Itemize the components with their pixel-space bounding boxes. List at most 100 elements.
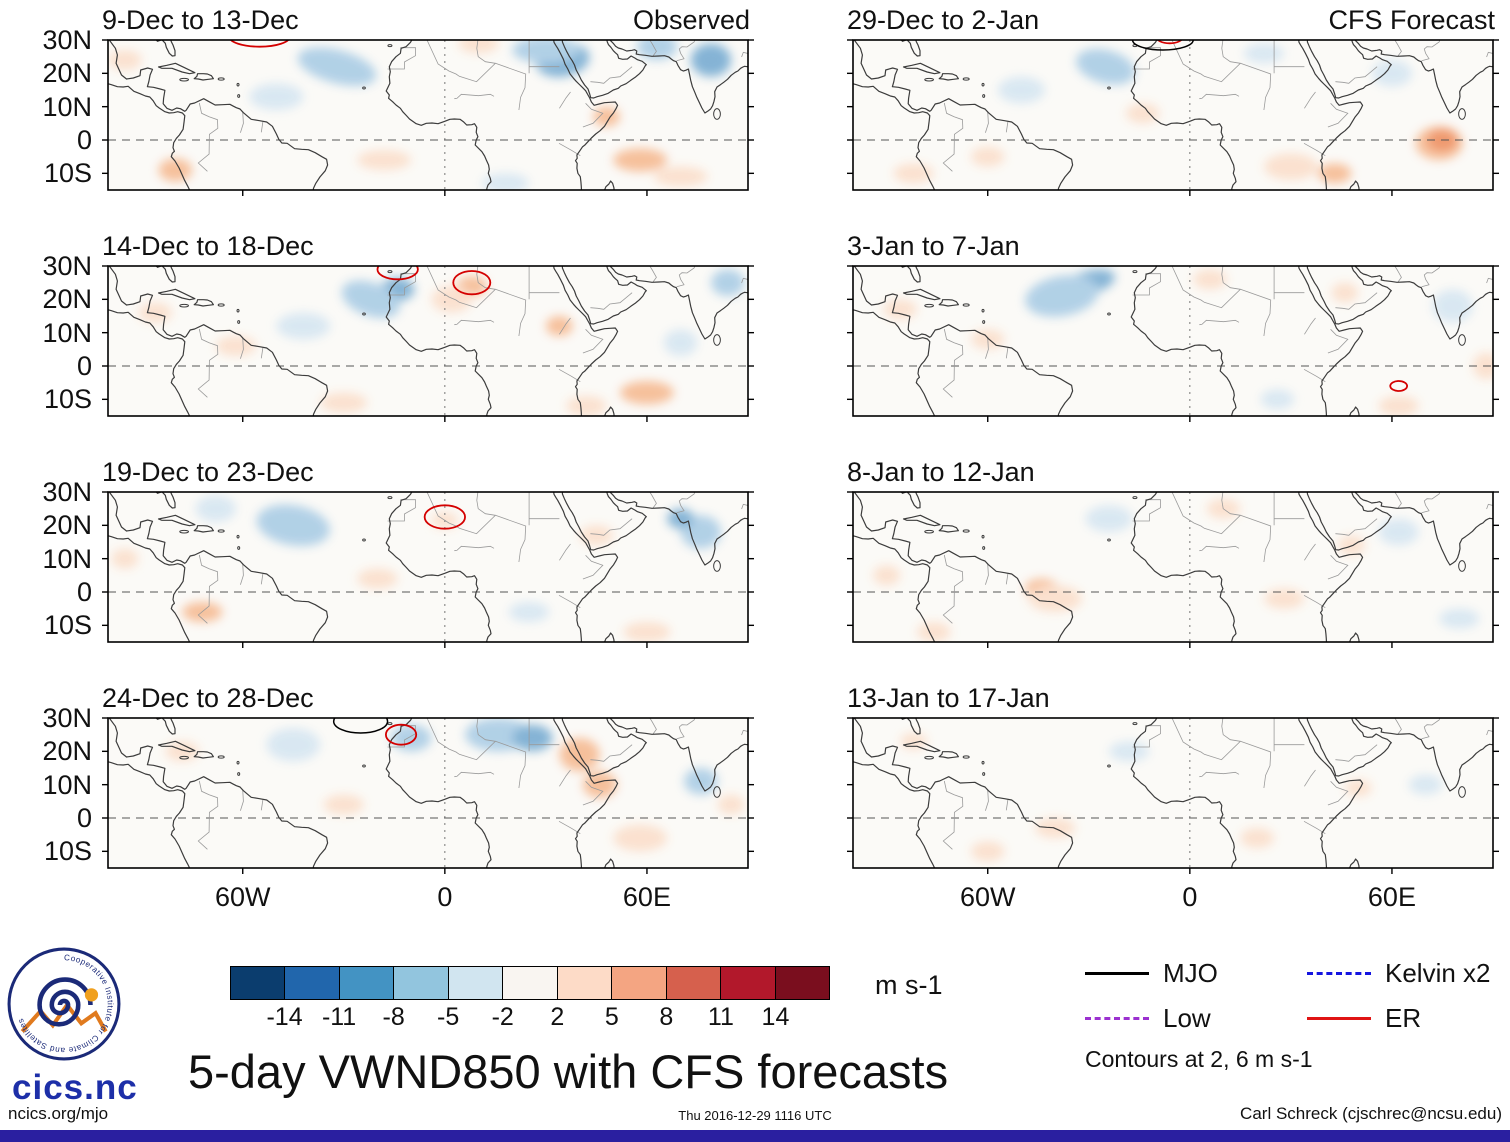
lat-tick-label: 10S bbox=[43, 836, 92, 867]
logo-wordmark: cics.nc bbox=[12, 1068, 138, 1107]
map-panel bbox=[845, 34, 1501, 203]
map-wrap bbox=[845, 260, 1501, 424]
legend-label: Low bbox=[1163, 1003, 1211, 1033]
mjo-line-sample bbox=[1085, 972, 1149, 975]
map-panel bbox=[100, 486, 756, 655]
map-svg bbox=[847, 39, 1499, 196]
anomaly-shading bbox=[873, 498, 1480, 642]
panel-title: 19-Dec to 23-Dec bbox=[102, 457, 314, 487]
lat-tick-label: 0 bbox=[76, 803, 92, 833]
map-panel bbox=[845, 486, 1501, 655]
legend-label: ER bbox=[1385, 1003, 1422, 1033]
legend-entry-kelvin: Kelvin x2 bbox=[1307, 958, 1509, 989]
legend-entry-mjo: MJO bbox=[1085, 958, 1307, 989]
colorbar-cell bbox=[285, 967, 340, 999]
lat-tick-label: 10S bbox=[43, 158, 92, 189]
lat-tick-label: 10N bbox=[42, 769, 92, 800]
lon-tick-label: 60W bbox=[214, 882, 271, 912]
forecast-column: 29-Dec to 2-Jan CFS Forecast 3-Jan to 7-… bbox=[845, 4, 1501, 916]
colorbar-tick-label: 11 bbox=[707, 1003, 734, 1031]
lat-tick-label: 10N bbox=[42, 543, 92, 574]
lat-tick-label: 30N bbox=[42, 25, 92, 55]
lat-tick-label: 0 bbox=[76, 577, 92, 607]
colorbar-tick-label: -2 bbox=[491, 1003, 514, 1031]
colorbar-labels: -14 -11 -8 -5 -2 2 5 8 11 14 bbox=[230, 1003, 830, 1033]
map-svg bbox=[102, 265, 754, 422]
map-wrap: 30N 20N 10N 0 10S bbox=[42, 252, 756, 424]
colorbar-cell bbox=[666, 967, 722, 999]
lat-tick-label: 10N bbox=[42, 317, 92, 348]
legend-label: MJO bbox=[1163, 958, 1218, 988]
anomaly-shading bbox=[900, 733, 1443, 862]
lon-tick-label: 0 bbox=[437, 882, 453, 912]
colorbar-cell bbox=[612, 967, 667, 999]
lat-tick-label: 10S bbox=[43, 610, 92, 641]
lat-axis: 30N 20N 10N 0 10S bbox=[8, 26, 92, 198]
map-svg bbox=[847, 491, 1499, 648]
footer-url[interactable]: ncics.org/mjo bbox=[8, 1104, 109, 1123]
lat-tick-label: 20N bbox=[42, 510, 92, 541]
observed-column: 9-Dec to 13-Dec Observed 30N 20N 10N 0 10S 1… bbox=[42, 4, 756, 916]
low-line-sample bbox=[1085, 1017, 1149, 1020]
map-svg bbox=[102, 39, 754, 196]
lon-axis: 60W 0 60E bbox=[845, 882, 1501, 916]
colorbar-cell bbox=[503, 967, 558, 999]
colorbar-cell bbox=[339, 967, 395, 999]
map-panel bbox=[100, 34, 756, 203]
map-svg bbox=[102, 717, 754, 874]
lat-tick-label: 20N bbox=[42, 736, 92, 767]
bottom-accent-bar bbox=[0, 1130, 1510, 1142]
contours-note: Contours at 2, 6 m s-1 bbox=[1085, 1046, 1313, 1072]
colorbar-tick-label: 5 bbox=[604, 1003, 619, 1031]
cics-logo-seal: Cooperative Institute for Climate and Sa… bbox=[7, 947, 121, 1061]
panel-forecast-3: 8-Jan to 12-Jan bbox=[845, 456, 1501, 650]
panel-title: 3-Jan to 7-Jan bbox=[847, 231, 1020, 261]
colorbar-tick-label: -5 bbox=[437, 1003, 460, 1031]
lon-tick-label: 60E bbox=[1367, 882, 1416, 912]
footer-author: Carl Schreck (cjschrec@ncsu.edu) bbox=[1240, 1104, 1502, 1123]
panel-title: 9-Dec to 13-Dec bbox=[102, 5, 299, 35]
panel-observed-2: 14-Dec to 18-Dec 30N 20N 10N 0 10S bbox=[42, 230, 756, 424]
colorbar-cell bbox=[557, 967, 613, 999]
lat-tick-label: 30N bbox=[42, 703, 92, 733]
map-wrap: 30N 20N 10N 0 10S bbox=[42, 704, 756, 876]
map-svg bbox=[102, 491, 754, 648]
lat-axis: 30N 20N 10N 0 10S bbox=[8, 252, 92, 424]
lon-axis: 60W 0 60E bbox=[100, 882, 756, 916]
colorbar-tick-label: -11 bbox=[321, 1003, 357, 1031]
footer-timestamp: Thu 2016-12-29 1116 UTC bbox=[678, 1108, 832, 1123]
colorbar-cells bbox=[230, 966, 830, 1000]
er-line-sample bbox=[1307, 1017, 1371, 1020]
map-wrap bbox=[845, 712, 1501, 876]
lat-tick-label: 0 bbox=[76, 125, 92, 155]
map-wrap: 30N 20N 10N 0 10S bbox=[42, 26, 756, 198]
colorbar-cell bbox=[448, 967, 504, 999]
logo-ring bbox=[7, 947, 121, 1061]
map-panel bbox=[100, 260, 756, 429]
lat-tick-label: 0 bbox=[76, 351, 92, 381]
map-panel bbox=[845, 712, 1501, 881]
colorbar: -14 -11 -8 -5 -2 2 5 8 11 14 bbox=[230, 966, 830, 1033]
column-header-forecast: CFS Forecast bbox=[1328, 5, 1495, 35]
column-header-observed: Observed bbox=[632, 5, 750, 35]
map-wrap bbox=[845, 486, 1501, 650]
panel-forecast-4: 13-Jan to 17-Jan bbox=[845, 682, 1501, 876]
lon-tick-label: 60W bbox=[959, 882, 1016, 912]
figure-title: 5-day VWND850 with CFS forecasts bbox=[188, 1045, 949, 1098]
panel-forecast-1: 29-Dec to 2-Jan CFS Forecast bbox=[845, 4, 1501, 198]
panel-title: 14-Dec to 18-Dec bbox=[102, 231, 314, 261]
legend-entry-er: ER bbox=[1307, 1003, 1509, 1034]
map-svg bbox=[847, 717, 1499, 874]
kelvin-line-sample bbox=[1307, 972, 1371, 975]
lat-tick-label: 20N bbox=[42, 58, 92, 89]
colorbar-cell bbox=[721, 967, 776, 999]
map-wrap: 30N 20N 10N 0 10S bbox=[42, 478, 756, 650]
lat-tick-label: 20N bbox=[42, 284, 92, 315]
map-wrap bbox=[845, 34, 1501, 198]
panel-observed-4: 24-Dec to 28-Dec 30N 20N 10N 0 10S bbox=[42, 682, 756, 876]
lat-tick-label: 10N bbox=[42, 91, 92, 122]
lat-tick-label: 10S bbox=[43, 384, 92, 415]
panel-title: 13-Jan to 17-Jan bbox=[847, 683, 1050, 713]
lat-axis: 30N 20N 10N 0 10S bbox=[8, 478, 92, 650]
